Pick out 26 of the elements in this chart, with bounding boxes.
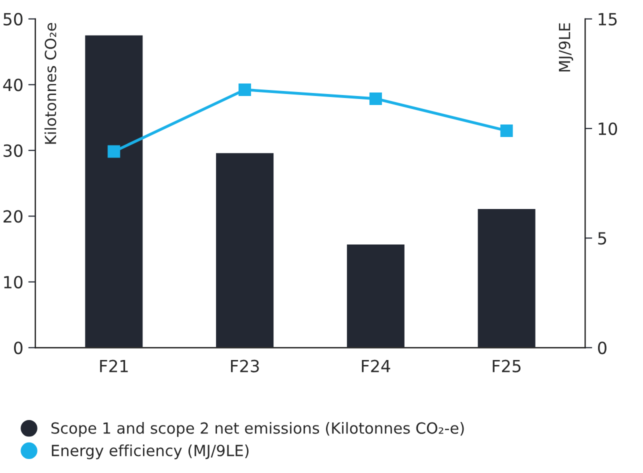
point bbox=[238, 83, 252, 96]
x-tick-label: F24 bbox=[362, 360, 390, 372]
legend-label: Scope 1 and scope 2 net emissions (Kilotonnes CO₂-e) bbox=[51, 422, 464, 437]
bar bbox=[476, 208, 537, 348]
y2-tick-label: 0 bbox=[598, 342, 606, 354]
y-axis-title: Kilotonnes CO₂e bbox=[44, 23, 56, 144]
y2-tick-label: 5 bbox=[598, 232, 606, 245]
bar bbox=[84, 34, 144, 348]
y2-tick-label: 10 bbox=[598, 122, 618, 136]
y2-axis-title: MJ/9LE bbox=[558, 23, 574, 72]
x-tick-label: F21 bbox=[100, 360, 128, 372]
legend-label: Energy efficiency (MJ/9LE) bbox=[52, 444, 249, 460]
y-tick-label: 10 bbox=[4, 276, 22, 288]
point bbox=[500, 124, 513, 137]
y-tick-label: 50 bbox=[4, 12, 22, 26]
y-tick-label: 20 bbox=[4, 210, 22, 223]
bar bbox=[214, 152, 275, 348]
bar bbox=[346, 243, 406, 348]
y-tick-label: 0 bbox=[14, 342, 22, 354]
y-tick-label: 30 bbox=[4, 144, 22, 157]
x-tick-label: F23 bbox=[231, 360, 259, 372]
y2-tick-label: 15 bbox=[598, 13, 617, 26]
point bbox=[108, 145, 120, 158]
y-tick-label: 40 bbox=[3, 78, 22, 92]
x-tick-label: F25 bbox=[492, 360, 521, 372]
point bbox=[369, 92, 382, 105]
